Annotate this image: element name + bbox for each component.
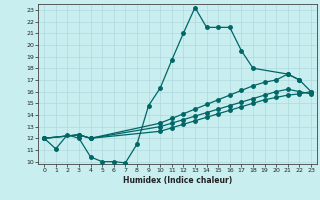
X-axis label: Humidex (Indice chaleur): Humidex (Indice chaleur) <box>123 176 232 185</box>
